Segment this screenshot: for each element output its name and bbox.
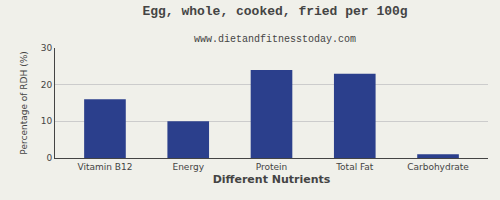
svg-text:Vitamin B12: Vitamin B12 — [77, 162, 132, 172]
svg-text:20: 20 — [41, 80, 53, 90]
svg-text:Different Nutrients: Different Nutrients — [213, 173, 331, 186]
svg-text:10: 10 — [41, 116, 53, 126]
svg-text:Total Fat: Total Fat — [335, 162, 374, 172]
svg-text:Protein: Protein — [256, 162, 288, 172]
svg-text:0: 0 — [46, 153, 52, 163]
svg-text:Carbohydrate: Carbohydrate — [407, 162, 469, 172]
svg-text:Percentage of RDH (%): Percentage of RDH (%) — [19, 51, 29, 154]
svg-text:www.dietandfitnesstoday.com: www.dietandfitnesstoday.com — [194, 34, 356, 45]
svg-text:Egg, whole, cooked, fried per: Egg, whole, cooked, fried per 100g — [142, 4, 407, 19]
svg-text:Energy: Energy — [172, 162, 204, 172]
svg-text:30: 30 — [41, 43, 53, 53]
